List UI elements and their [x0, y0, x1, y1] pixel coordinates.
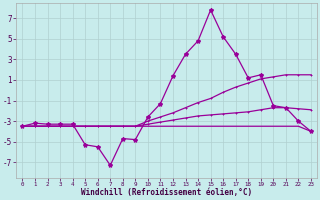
X-axis label: Windchill (Refroidissement éolien,°C): Windchill (Refroidissement éolien,°C) — [81, 188, 252, 197]
